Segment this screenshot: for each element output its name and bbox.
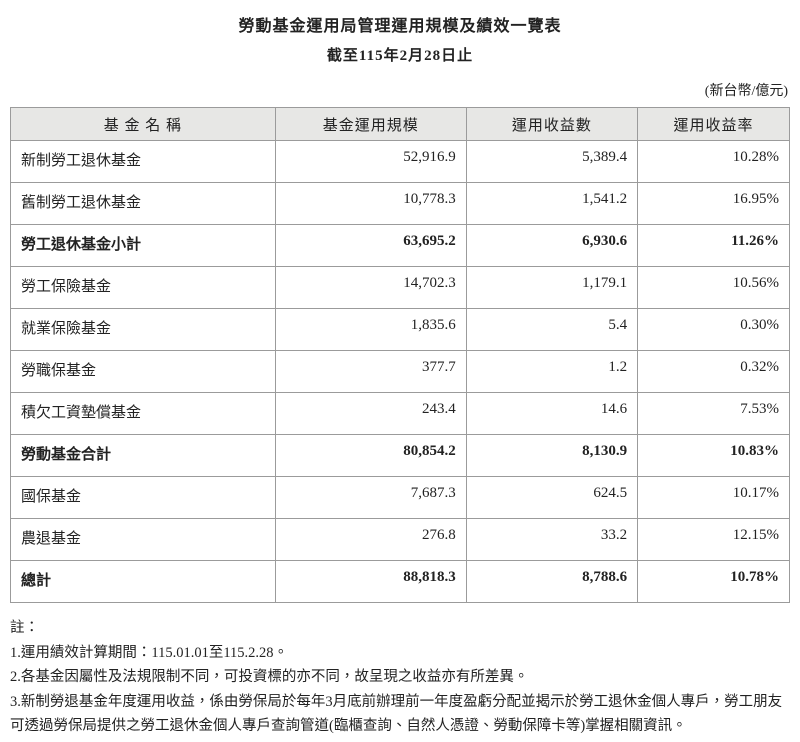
table-row: 勞動基金合計 80,854.2 8,130.9 10.83%: [10, 434, 790, 477]
cell-fund-name: 勞職保基金: [10, 350, 276, 393]
cell-fund-name: 積欠工資墊償基金: [10, 392, 276, 435]
cell-income-rate: 11.26%: [637, 224, 790, 267]
column-header-income-rate: 運用收益率: [637, 107, 790, 141]
cell-income-amount: 1,179.1: [465, 266, 639, 309]
cell-fund-name: 舊制勞工退休基金: [10, 182, 276, 225]
table-row: 就業保險基金 1,835.6 5.4 0.30%: [10, 308, 790, 351]
cell-fund-name: 農退基金: [10, 518, 276, 561]
cell-fund-scale: 88,818.3: [274, 560, 467, 603]
cell-income-amount: 1,541.2: [465, 182, 639, 225]
notes-label: 註：: [10, 620, 39, 636]
cell-fund-scale: 276.8: [274, 518, 467, 561]
table-row: 勞工保險基金 14,702.3 1,179.1 10.56%: [10, 266, 790, 309]
cell-fund-name: 勞工退休基金小計: [10, 224, 276, 267]
cell-income-amount: 6,930.6: [465, 224, 639, 267]
cell-fund-scale: 7,687.3: [274, 476, 467, 519]
table-row: 總計 88,818.3 8,788.6 10.78%: [10, 560, 790, 603]
cell-income-amount: 1.2: [465, 350, 639, 393]
cell-fund-name: 勞動基金合計: [10, 434, 276, 477]
cell-fund-name: 勞工保險基金: [10, 266, 276, 309]
notes-section: 註： 1.運用績效計算期間：115.01.01至115.2.28。 2.各基金因屬…: [10, 616, 790, 739]
cell-income-rate: 10.28%: [637, 140, 790, 183]
page-subtitle: 截至115年2月28日止: [326, 48, 474, 64]
cell-income-amount: 5,389.4: [465, 140, 639, 183]
table-row: 農退基金 276.8 33.2 12.15%: [10, 518, 790, 561]
column-header-income-amount: 運用收益數: [465, 107, 639, 141]
table-body: 新制勞工退休基金 52,916.9 5,389.4 10.28% 舊制勞工退休基金 10,…: [10, 140, 790, 603]
cell-income-rate: 12.15%: [637, 518, 790, 561]
cell-fund-scale: 10,778.3: [274, 182, 467, 225]
note-item: 1.運用績效計算期間：115.01.01至115.2.28。: [10, 644, 289, 661]
table-row: 新制勞工退休基金 52,916.9 5,389.4 10.28%: [10, 140, 790, 183]
cell-fund-name: 就業保險基金: [10, 308, 276, 351]
table-row: 舊制勞工退休基金 10,778.3 1,541.2 16.95%: [10, 182, 790, 225]
cell-fund-scale: 14,702.3: [274, 266, 467, 309]
unit-label: (新台幣/億元): [704, 84, 788, 99]
cell-income-rate: 7.53%: [637, 392, 790, 435]
cell-income-amount: 14.6: [465, 392, 639, 435]
cell-income-rate: 10.17%: [637, 476, 790, 519]
note-item: 3.新制勞退基金年度運用收益，係由勞保局於每年3月底前辦理前一年度盈虧分配並揭示…: [10, 693, 783, 735]
table-row: 國保基金 7,687.3 624.5 10.17%: [10, 476, 790, 519]
cell-income-rate: 10.83%: [637, 434, 790, 477]
cell-fund-scale: 1,835.6: [274, 308, 467, 351]
cell-fund-scale: 63,695.2: [274, 224, 467, 267]
cell-fund-scale: 80,854.2: [274, 434, 467, 477]
page-title: 勞動基金運用局管理運用規模及績效一覽表: [238, 18, 562, 35]
cell-fund-scale: 243.4: [274, 392, 467, 435]
cell-income-rate: 0.32%: [637, 350, 790, 393]
table-row: 勞工退休基金小計 63,695.2 6,930.6 11.26%: [10, 224, 790, 267]
cell-income-amount: 8,130.9: [465, 434, 639, 477]
cell-income-amount: 8,788.6: [465, 560, 639, 603]
table-row: 勞職保基金 377.7 1.2 0.32%: [10, 350, 790, 393]
cell-fund-scale: 377.7: [274, 350, 467, 393]
cell-income-rate: 10.78%: [637, 560, 790, 603]
cell-fund-name: 新制勞工退休基金: [10, 140, 276, 183]
table-header-row: 基 金 名 稱 基金運用規模 運用收益數 運用收益率: [10, 107, 790, 141]
cell-fund-name: 總計: [10, 560, 276, 603]
cell-income-rate: 10.56%: [637, 266, 790, 309]
table-row: 積欠工資墊償基金 243.4 14.6 7.53%: [10, 392, 790, 435]
column-header-fund-scale: 基金運用規模: [274, 107, 467, 141]
cell-fund-scale: 52,916.9: [274, 140, 467, 183]
cell-income-rate: 16.95%: [637, 182, 790, 225]
fund-performance-table: 基 金 名 稱 基金運用規模 運用收益數 運用收益率 新制勞工退休基金 52,91…: [10, 107, 790, 603]
note-item: 2.各基金因屬性及法規限制不同，可投資標的亦不同，故呈現之收益亦有所差異。: [10, 669, 529, 685]
cell-income-amount: 5.4: [465, 308, 639, 351]
cell-income-rate: 0.30%: [637, 308, 790, 351]
cell-income-amount: 624.5: [465, 476, 639, 519]
cell-income-amount: 33.2: [465, 518, 639, 561]
cell-fund-name: 國保基金: [10, 476, 276, 519]
column-header-fund-name: 基 金 名 稱: [10, 107, 276, 141]
